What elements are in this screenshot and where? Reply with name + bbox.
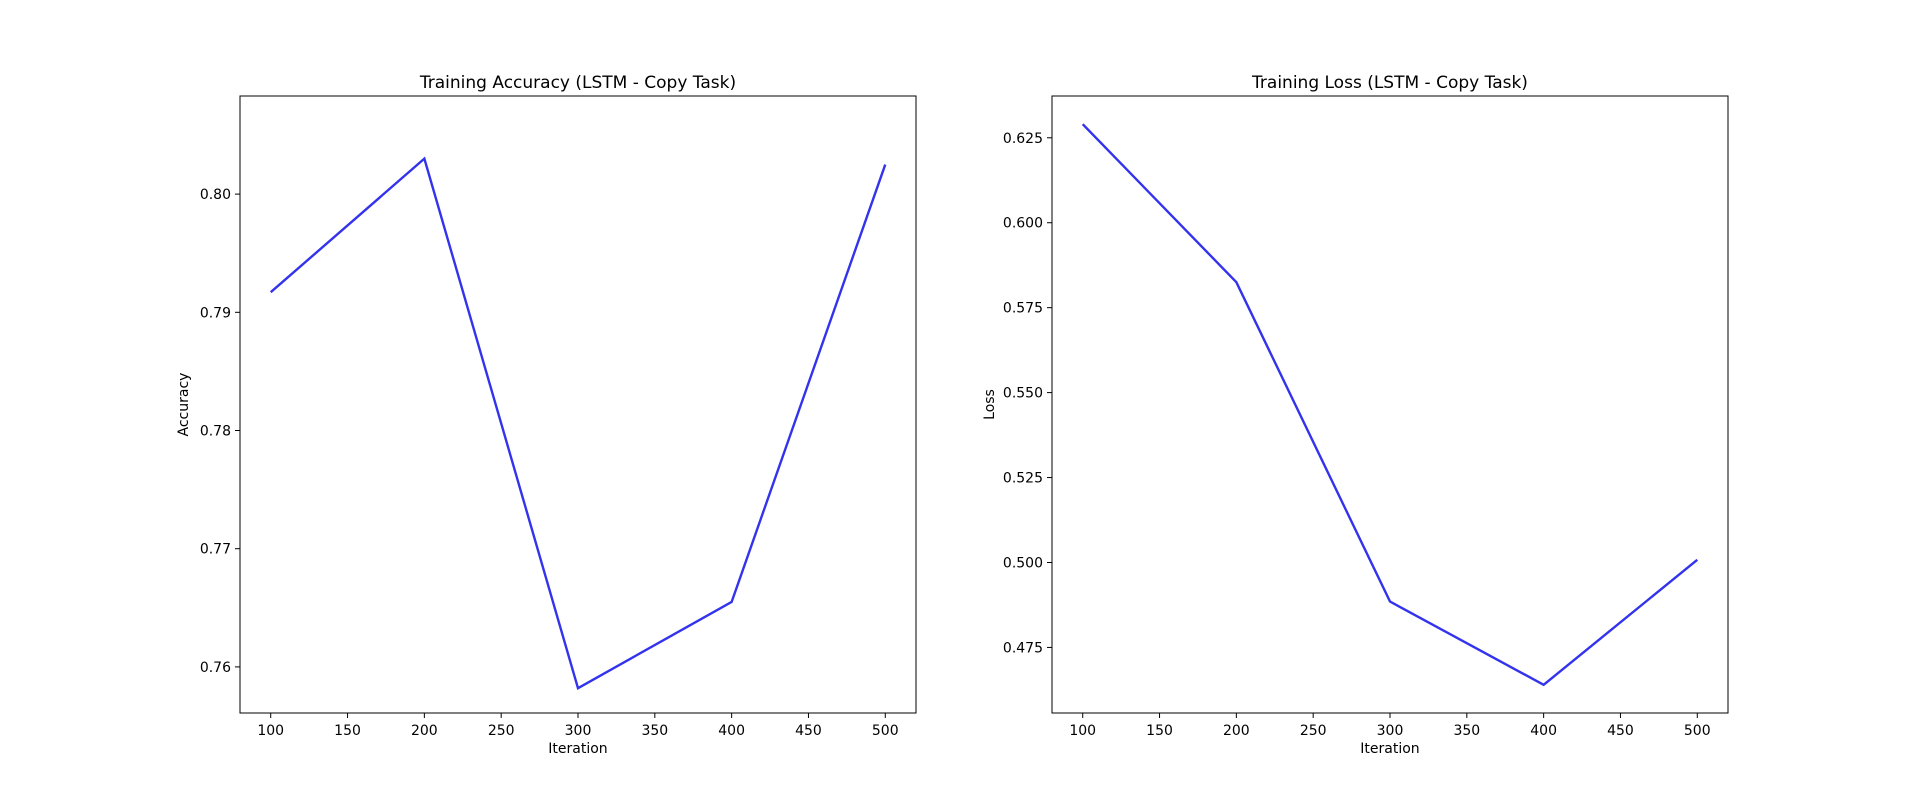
accuracy-x-axis-label: Iteration	[548, 741, 607, 757]
accuracy-y-tick-label: 0.76	[200, 660, 231, 676]
accuracy-x-tick-label: 250	[488, 723, 515, 739]
loss-y-tick-label: 0.550	[1003, 386, 1043, 402]
accuracy-y-tick-label: 0.77	[200, 542, 231, 558]
accuracy-y-tick-label: 0.79	[200, 305, 231, 321]
accuracy-x-tick-label: 450	[795, 723, 822, 739]
loss-x-tick-label: 400	[1530, 723, 1557, 739]
accuracy-y-axis-label: Accuracy	[176, 373, 192, 437]
accuracy-x-tick-label: 100	[257, 723, 284, 739]
accuracy-x-tick-label: 400	[718, 723, 745, 739]
accuracy-chart-title: Training Accuracy (LSTM - Copy Task)	[419, 73, 736, 93]
accuracy-x-tick-label: 150	[334, 723, 361, 739]
accuracy-x-tick-label: 350	[641, 723, 668, 739]
loss-y-tick-label: 0.475	[1003, 640, 1043, 656]
loss-x-tick-label: 500	[1684, 723, 1711, 739]
loss-x-tick-label: 350	[1453, 723, 1480, 739]
loss-x-tick-label: 200	[1223, 723, 1250, 739]
loss-x-tick-label: 300	[1377, 723, 1404, 739]
loss-y-tick-label: 0.575	[1003, 301, 1043, 317]
accuracy-x-tick-label: 500	[872, 723, 899, 739]
loss-x-tick-label: 150	[1146, 723, 1173, 739]
loss-y-axis-label: Loss	[982, 389, 998, 420]
loss-x-tick-label: 450	[1607, 723, 1634, 739]
loss-plot-frame	[1051, 95, 1729, 714]
loss-x-tick-label: 250	[1300, 723, 1327, 739]
accuracy-y-tick-label: 0.80	[200, 187, 231, 203]
accuracy-series-line	[269, 156, 887, 690]
accuracy-y-tick-label: 0.78	[200, 424, 231, 440]
accuracy-plot-frame	[239, 95, 917, 714]
loss-chart-title: Training Loss (LSTM - Copy Task)	[1251, 73, 1528, 93]
loss-y-tick-label: 0.600	[1003, 216, 1043, 232]
accuracy-x-tick-label: 200	[411, 723, 438, 739]
loss-x-tick-label: 100	[1069, 723, 1096, 739]
loss-y-tick-label: 0.500	[1003, 555, 1043, 571]
accuracy-x-tick-label: 300	[565, 723, 592, 739]
loss-x-axis-label: Iteration	[1360, 741, 1419, 757]
loss-y-tick-label: 0.525	[1003, 471, 1043, 487]
loss-y-tick-label: 0.625	[1003, 131, 1043, 147]
loss-series-line	[1081, 123, 1699, 687]
